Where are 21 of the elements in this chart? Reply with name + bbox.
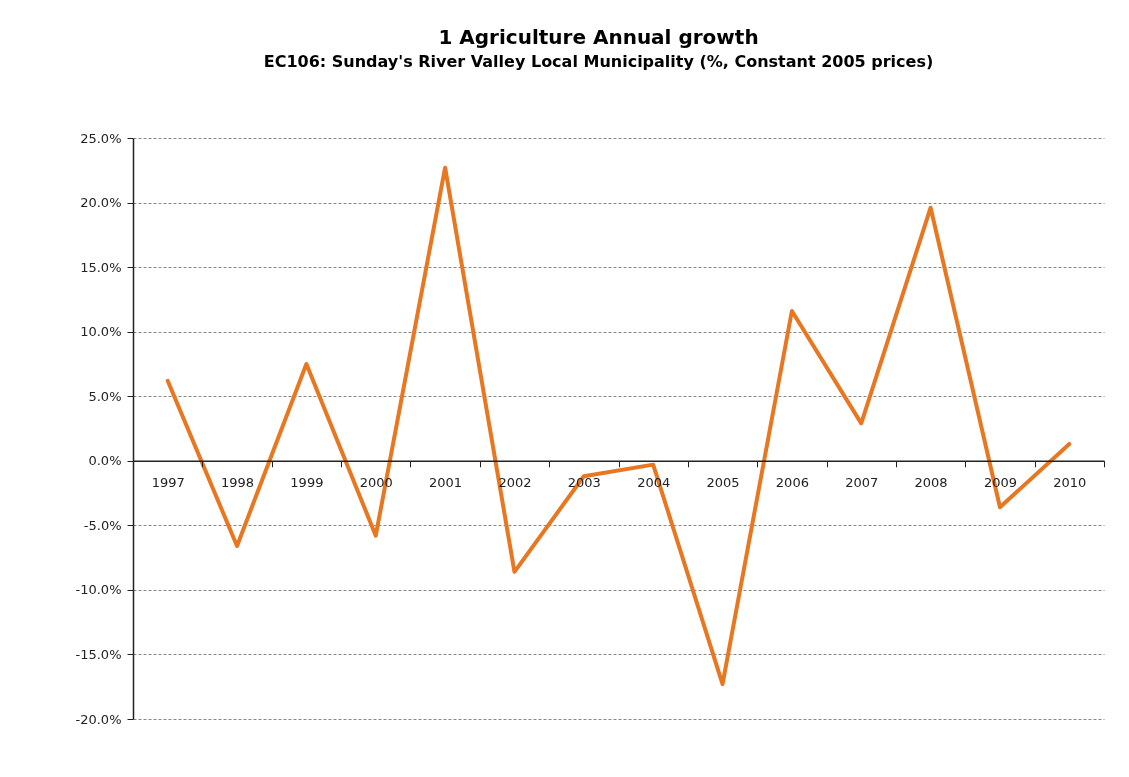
y-tick-label: 15.0%	[80, 259, 122, 275]
y-tick-label: 0.0%	[88, 453, 122, 469]
x-tick-label: 2001	[429, 475, 463, 491]
chart-title: 1 Agriculture Annual growth	[438, 25, 759, 49]
y-tick-label: 10.0%	[80, 324, 122, 340]
y-tick-label: 25.0%	[80, 130, 122, 146]
chart-subtitle: EC106: Sunday's River Valley Local Municipality (%, Constant 2005 prices)	[263, 52, 934, 71]
x-tick-label: 1998	[220, 475, 255, 491]
y-tick-label: 5.0%	[88, 388, 122, 404]
y-tick-label: -15.0%	[75, 646, 122, 662]
x-tick-label: 2008	[914, 475, 948, 491]
y-tick-label: 20.0%	[80, 195, 122, 211]
x-tick-label: 2006	[775, 475, 809, 491]
y-tick-label: -20.0%	[75, 711, 122, 727]
x-tick-label: 2005	[706, 475, 740, 491]
x-tick-label: 2007	[845, 475, 879, 491]
x-tick-label: 1999	[290, 475, 324, 491]
x-tick-label: 1997	[151, 475, 185, 491]
y-tick-label: -10.0%	[75, 582, 122, 598]
y-tick-label: -5.0%	[83, 517, 122, 533]
x-tick-label: 2010	[1053, 475, 1087, 491]
